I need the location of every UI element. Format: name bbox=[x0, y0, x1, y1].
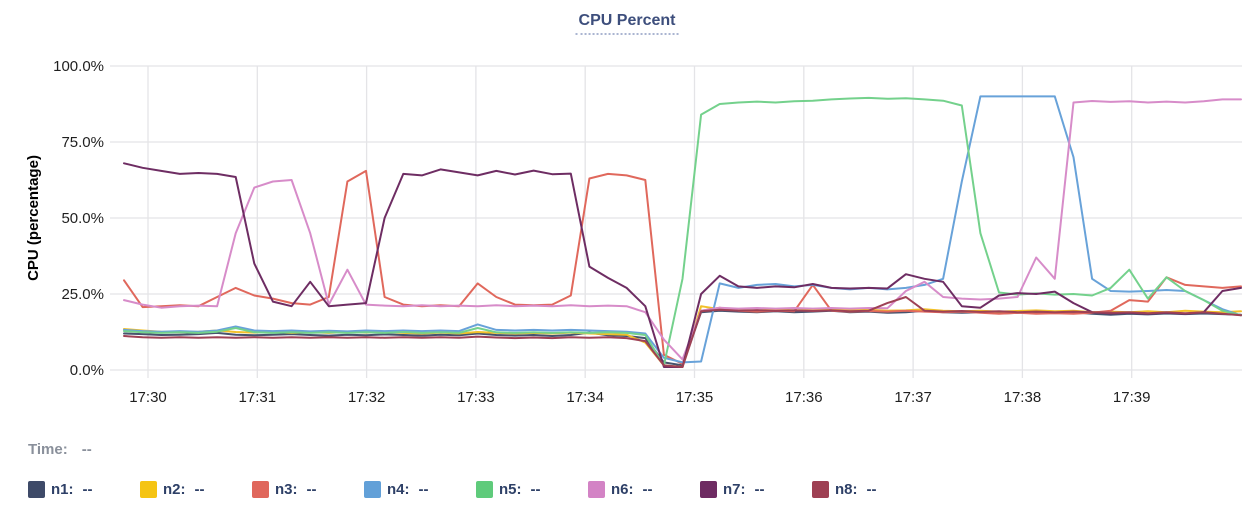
legend-swatch bbox=[252, 481, 269, 498]
legend-label: n5: bbox=[499, 481, 522, 498]
legend-item-n7[interactable]: n7: -- bbox=[700, 481, 812, 498]
legend-value: -- bbox=[642, 481, 653, 498]
x-tick-label: 17:38 bbox=[1004, 389, 1042, 406]
chart-title[interactable]: CPU Percent bbox=[575, 12, 679, 35]
time-value: -- bbox=[81, 441, 92, 458]
legend-swatch bbox=[476, 481, 493, 498]
legend-item-n5[interactable]: n5: -- bbox=[476, 481, 588, 498]
series-legend: n1: -- n2: -- n3: -- n4: -- n5: -- n6: -- n7: -- n8: -- bbox=[28, 481, 924, 498]
x-tick-label: 17:39 bbox=[1113, 389, 1151, 406]
y-axis-title: CPU (percentage) bbox=[25, 155, 42, 281]
x-tick-label: 17:30 bbox=[129, 389, 167, 406]
legend-value: -- bbox=[754, 481, 765, 498]
legend-swatch bbox=[28, 481, 45, 498]
legend-swatch bbox=[588, 481, 605, 498]
x-tick-label: 17:32 bbox=[348, 389, 386, 406]
legend-value: -- bbox=[530, 481, 541, 498]
series-line-n5[interactable] bbox=[123, 96, 1242, 367]
legend-label: n4: bbox=[387, 481, 410, 498]
legend-swatch bbox=[364, 481, 381, 498]
legend-label: n6: bbox=[611, 481, 634, 498]
cpu-chart[interactable]: 100.0% 75.0% 50.0% 25.0% 0.0% 17:30 17:31 17:32… bbox=[0, 0, 1254, 420]
legend-swatch bbox=[812, 481, 829, 498]
legend-label: n2: bbox=[163, 481, 186, 498]
y-tick-label: 0.0% bbox=[70, 362, 104, 379]
legend-item-n4[interactable]: n4: -- bbox=[364, 481, 476, 498]
y-tick-label: 25.0% bbox=[61, 286, 104, 303]
legend-value: -- bbox=[82, 481, 93, 498]
legend-value: -- bbox=[418, 481, 429, 498]
x-tick-label: 17:33 bbox=[457, 389, 495, 406]
x-tick-label: 17:34 bbox=[566, 389, 604, 406]
x-tick-label: 17:35 bbox=[676, 389, 714, 406]
x-tick-label: 17:36 bbox=[785, 389, 823, 406]
series-line-n8[interactable] bbox=[123, 296, 1242, 368]
legend-item-n1[interactable]: n1: -- bbox=[28, 481, 140, 498]
legend-label: n8: bbox=[835, 481, 858, 498]
legend-label: n1: bbox=[51, 481, 74, 498]
legend-item-n3[interactable]: n3: -- bbox=[252, 481, 364, 498]
legend-value: -- bbox=[866, 481, 877, 498]
legend-swatch bbox=[700, 481, 717, 498]
legend-item-n6[interactable]: n6: -- bbox=[588, 481, 700, 498]
series-line-n6[interactable] bbox=[123, 98, 1242, 361]
series-line-n4[interactable] bbox=[123, 95, 1242, 364]
time-label: Time: bbox=[28, 441, 68, 458]
x-tick-label: 17:37 bbox=[894, 389, 932, 406]
legend-label: n7: bbox=[723, 481, 746, 498]
time-readout: Time: -- bbox=[28, 441, 92, 458]
legend-label: n3: bbox=[275, 481, 298, 498]
y-tick-label: 50.0% bbox=[61, 210, 104, 227]
legend-swatch bbox=[140, 481, 157, 498]
y-tick-label: 75.0% bbox=[61, 134, 104, 151]
x-tick-label: 17:31 bbox=[239, 389, 277, 406]
legend-value: -- bbox=[306, 481, 317, 498]
legend-item-n2[interactable]: n2: -- bbox=[140, 481, 252, 498]
legend-item-n8[interactable]: n8: -- bbox=[812, 481, 924, 498]
legend-value: -- bbox=[194, 481, 205, 498]
y-tick-label: 100.0% bbox=[53, 58, 104, 75]
